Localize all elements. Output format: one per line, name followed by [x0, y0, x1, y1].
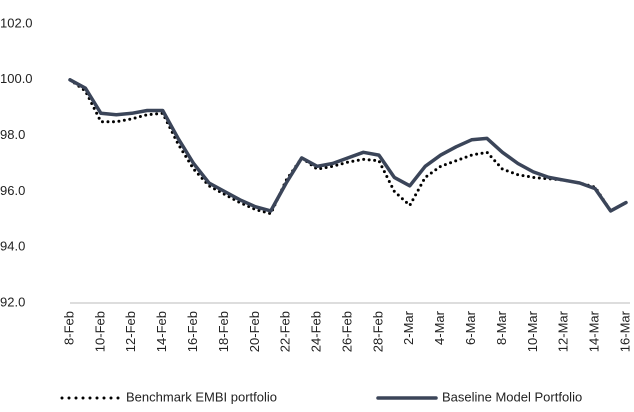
series-line	[68, 78, 628, 213]
x-tick-label: 6-Mar	[463, 310, 478, 345]
x-tick-label: 24-Feb	[309, 311, 324, 352]
x-tick-label: 14-Feb	[154, 311, 169, 352]
x-tick-label: 22-Feb	[278, 311, 293, 352]
y-tick-label: 100.0	[0, 71, 33, 86]
x-tick-label: 12-Mar	[556, 310, 571, 352]
x-tick-label: 14-Mar	[587, 310, 602, 352]
x-tick-label: 28-Feb	[370, 311, 385, 352]
x-tick-label: 16-Mar	[617, 310, 632, 352]
y-tick-label: 102.0	[0, 15, 33, 30]
x-tick-label: 8-Mar	[494, 310, 509, 345]
x-tick-label: 10-Feb	[92, 311, 107, 352]
x-tick-label: 4-Mar	[432, 310, 447, 345]
y-tick-label: 98.0	[0, 127, 25, 142]
x-tick-label: 18-Feb	[216, 311, 231, 352]
x-tick-label: 26-Feb	[339, 311, 354, 352]
y-tick-label: 94.0	[0, 239, 25, 254]
y-tick-label: 92.0	[0, 294, 25, 309]
series-line	[68, 78, 628, 216]
x-tick-label: 2-Mar	[401, 310, 416, 345]
x-tick-label: 16-Feb	[185, 311, 200, 352]
x-tick-label: 8-Feb	[61, 311, 76, 345]
x-tick-label: 10-Mar	[525, 310, 540, 352]
legend-label: Baseline Model Portfolio	[442, 389, 582, 404]
x-tick-label: 12-Feb	[123, 311, 138, 352]
y-tick-label: 96.0	[0, 183, 25, 198]
x-tick-label: 20-Feb	[247, 311, 262, 352]
legend-label: Benchmark EMBI portfolio	[126, 389, 277, 404]
